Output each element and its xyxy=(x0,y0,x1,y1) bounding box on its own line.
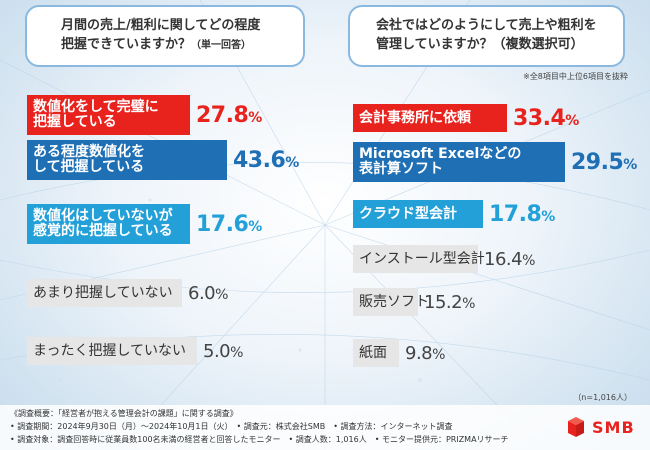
right-bar-2-label-line-2: 表計算ソフト xyxy=(359,161,443,177)
left-bar-2-label-line-1: ある程度数値化を xyxy=(33,144,145,160)
left-question-answer-type: （単一回答） xyxy=(191,40,252,51)
left-question-line1: 月間の売上/粗利に関してどの程度 xyxy=(61,18,261,33)
right-bar-6-label-line-1: 紙面 xyxy=(359,344,387,361)
left-bar-2-value-label: 43.6% xyxy=(233,147,299,173)
left-bar-5-value-label: 5.0% xyxy=(203,340,243,362)
smb-logo-mark-icon xyxy=(568,417,584,437)
smb-logo-text: SMB xyxy=(592,417,635,437)
right-bar-6-value-label: 9.8% xyxy=(405,342,445,364)
left-bar-3: 数値化はしていないが 感覚的に把握している xyxy=(27,204,190,244)
left-bar-2-label-line-2: して把握している xyxy=(33,159,145,175)
left-bar-row-3: 数値化はしていないが 感覚的に把握している 17.6% xyxy=(27,204,262,244)
right-bar-row-4: インストール型会計 16.4% xyxy=(353,245,535,273)
left-bar-4-value-label: 6.0% xyxy=(188,282,228,304)
right-bar-6: 紙面 xyxy=(353,339,399,367)
left-question-text: 把握できていますか？ xyxy=(61,37,192,52)
left-question-line2: 把握できていますか？（単一回答） xyxy=(61,35,291,55)
left-bar-row-2: ある程度数値化を して把握している 43.6% xyxy=(27,140,299,180)
left-bar-row-4: あまり把握していない 6.0% xyxy=(27,279,228,307)
right-bar-3-label-line-1: クラウド型会計 xyxy=(359,205,457,222)
survey-footer: 《調査概要：「経営者が抱える管理会計の課題」に関する調査》 • 調査期間：202… xyxy=(0,405,650,450)
right-question-line2: 管理していますか？（複数選択可） xyxy=(376,37,584,52)
left-bar-1-label-line-1: 数値化をして完璧に xyxy=(33,99,159,115)
right-bar-3: クラウド型会計 xyxy=(353,200,483,228)
right-bar-row-1: 会計事務所に依頼 33.4% xyxy=(353,104,579,132)
right-bar-2-label-line-1: Microsoft Excelなどの xyxy=(359,146,522,162)
left-bar-1-value-label: 27.8% xyxy=(196,102,262,128)
right-bar-2-value-label: 29.5% xyxy=(571,149,637,175)
sample-size: （n=1,016人） xyxy=(573,393,632,402)
left-bar-row-1: 数値化をして完璧に 把握している 27.8% xyxy=(27,95,262,135)
right-bar-4-label-line-1: インストール型会計 xyxy=(359,250,485,267)
left-bar-4: あまり把握していない xyxy=(27,279,182,307)
left-bar-5-label-line-1: まったく把握していない xyxy=(33,342,187,359)
survey-overview-period: • 調査期間：2024年9月30日（月）～2024年10月1日（火） • 調査元… xyxy=(10,422,453,431)
right-bar-row-3: クラウド型会計 17.8% xyxy=(353,200,555,228)
left-bar-5: まったく把握していない xyxy=(27,337,197,365)
right-bar-2: Microsoft Excelなどの 表計算ソフト xyxy=(353,142,565,182)
right-bar-row-5: 販売ソフト 15.2% xyxy=(353,288,475,316)
right-bar-5: 販売ソフト xyxy=(353,288,429,316)
right-question-line1: 会社ではどのようにして売上や粗利を xyxy=(376,18,597,33)
survey-overview-title: 《調査概要：「経営者が抱える管理会計の課題」に関する調査》 xyxy=(10,409,238,418)
right-bar-row-2: Microsoft Excelなどの 表計算ソフト 29.5% xyxy=(353,142,637,182)
left-bar-3-value-label: 17.6% xyxy=(196,211,262,237)
left-bar-3-label-line-1: 数値化はしていないが xyxy=(33,208,173,224)
right-bar-row-6: 紙面 9.8% xyxy=(353,339,445,367)
left-bar-3-label-line-2: 感覚的に把握している xyxy=(33,223,173,239)
right-bar-5-value-label: 15.2% xyxy=(424,291,475,313)
right-bar-4-value-label: 16.4% xyxy=(484,248,535,270)
right-bar-1: 会計事務所に依頼 xyxy=(353,104,507,132)
left-bar-2: ある程度数値化を して把握している xyxy=(27,140,227,180)
right-bar-5-label-line-1: 販売ソフト xyxy=(359,293,429,310)
left-bar-1-label-line-2: 把握している xyxy=(33,114,117,130)
right-bar-1-label-line-1: 会計事務所に依頼 xyxy=(359,109,471,126)
right-question-box: 会社ではどのようにして売上や粗利を 管理していますか？（複数選択可） xyxy=(348,5,625,67)
left-bar-row-5: まったく把握していない 5.0% xyxy=(27,337,243,365)
right-bar-1-value-label: 33.4% xyxy=(513,105,579,131)
left-question-box: 月間の売上/粗利に関してどの程度 把握できていますか？（単一回答） xyxy=(25,5,305,67)
survey-overview-target: • 調査対象：調査回答時に従業員数100名未満の経営者と回答したモニター • 調… xyxy=(10,435,509,444)
smb-logo: SMB xyxy=(566,414,636,440)
right-bar-4: インストール型会計 xyxy=(353,245,485,273)
right-bar-3-value-label: 17.8% xyxy=(489,201,555,227)
left-bar-1: 数値化をして完璧に 把握している xyxy=(27,95,190,135)
left-bar-4-label-line-1: あまり把握していない xyxy=(33,284,173,301)
right-chart-note: ※全8項目中上位6項目を抜粋 xyxy=(523,72,628,81)
